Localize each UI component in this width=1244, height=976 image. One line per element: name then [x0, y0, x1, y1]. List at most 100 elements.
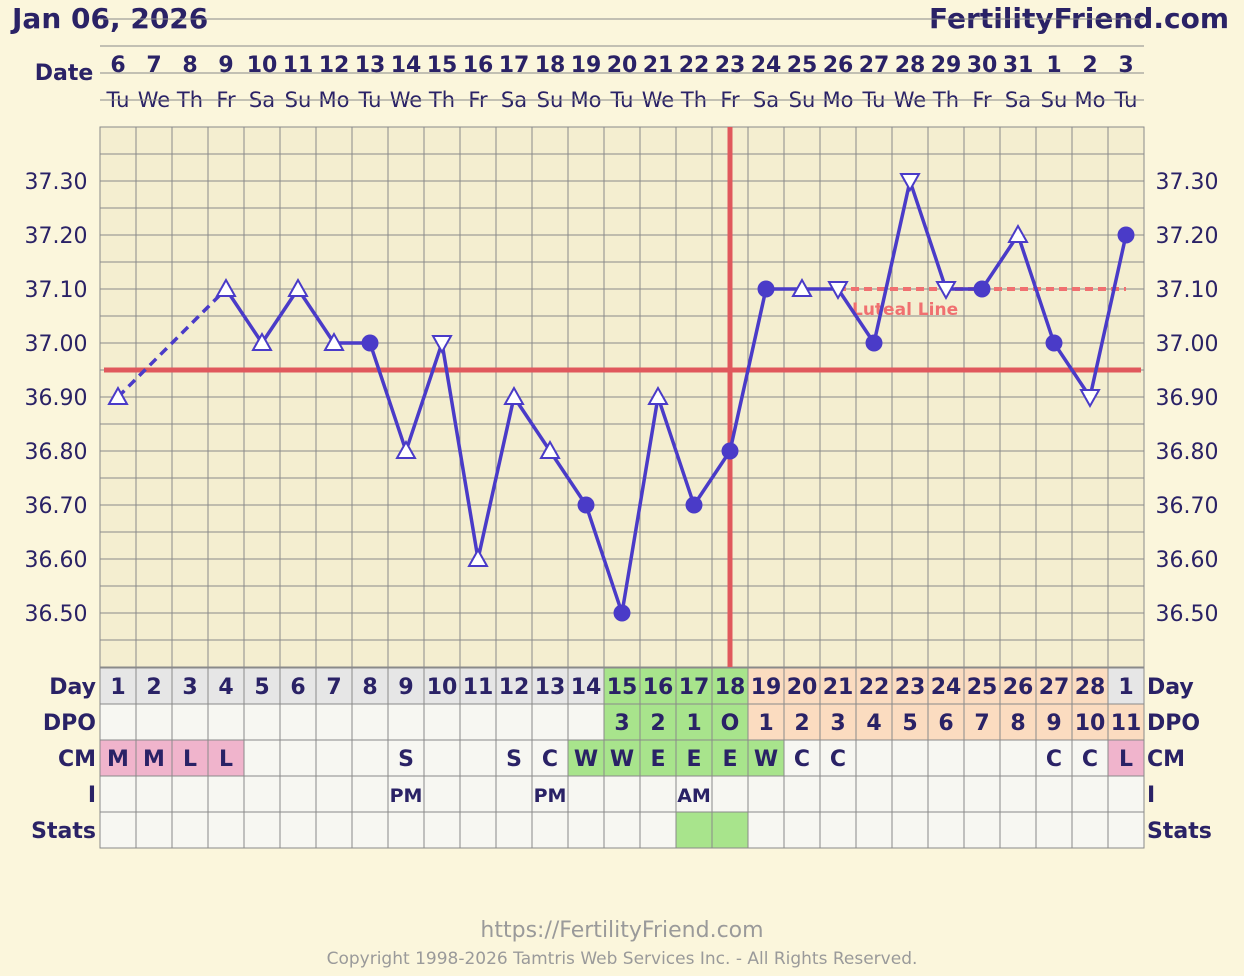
day-cell	[567, 667, 605, 705]
row-label-stats-right: Stats	[1147, 819, 1212, 844]
y-tick-left: 36.60	[25, 548, 88, 573]
i-cell	[783, 775, 821, 813]
row-label-cm-right: CM	[1147, 747, 1185, 772]
day-value: 1	[110, 675, 125, 700]
dpo-cell	[135, 703, 173, 741]
cm-cell	[423, 739, 461, 777]
dpo-value: 3	[830, 711, 845, 736]
cm-cell	[1107, 739, 1145, 777]
stats-cell	[963, 811, 1001, 849]
day-cell	[1071, 667, 1109, 705]
temp-point-open-up	[251, 331, 273, 351]
stats-cell	[783, 811, 821, 849]
cm-cell	[603, 739, 641, 777]
i-cell	[1035, 775, 1073, 813]
dpo-cell	[423, 703, 461, 741]
i-value: PM	[534, 785, 567, 807]
temp-line-segment	[404, 342, 444, 452]
dpo-cell	[351, 703, 389, 741]
cm-value: C	[1082, 747, 1098, 772]
date-label: 31	[1003, 53, 1034, 78]
i-cell	[819, 775, 857, 813]
luteal-line-label: Luteal Line	[852, 300, 958, 320]
stats-cell	[531, 811, 569, 849]
stats-cell	[711, 811, 749, 849]
day-value: 5	[254, 675, 269, 700]
temp-point	[757, 280, 775, 298]
cm-value: E	[650, 747, 665, 772]
day-value: 19	[751, 675, 782, 700]
dpo-value: 8	[1010, 711, 1025, 736]
temp-line-segment	[224, 288, 264, 344]
date-label: 29	[931, 53, 962, 78]
y-tick-left: 37.20	[25, 224, 88, 249]
day-cell	[495, 667, 533, 705]
date-label: 16	[463, 53, 494, 78]
day-cell	[171, 667, 209, 705]
dpo-cell	[1071, 703, 1109, 741]
dpo-value: 4	[866, 711, 881, 736]
temp-point-open-up	[1007, 223, 1029, 243]
day-value: 21	[823, 675, 854, 700]
dpo-value: 2	[794, 711, 809, 736]
temp-line-segment	[368, 342, 408, 452]
date-label: 17	[499, 53, 530, 78]
dpo-value: 10	[1075, 711, 1106, 736]
cm-value: W	[574, 747, 598, 772]
cm-cell	[927, 739, 965, 777]
day-cell	[279, 667, 317, 705]
cm-cell	[747, 739, 785, 777]
i-cell	[711, 775, 749, 813]
day-cell	[963, 667, 1001, 705]
stats-cell	[351, 811, 389, 849]
temp-point-open-up	[287, 277, 309, 297]
temp-point-open-down	[827, 281, 849, 301]
row-label-stats-left: Stats	[31, 819, 96, 844]
temp-line-segment	[296, 288, 336, 344]
date-label: 21	[643, 53, 674, 78]
y-tick-left: 37.00	[25, 332, 88, 357]
day-value: 18	[715, 675, 746, 700]
day-cell	[1035, 667, 1073, 705]
temp-line-segment	[584, 504, 624, 614]
footer-copyright: Copyright 1998-2026 Tamtris Web Services…	[326, 949, 918, 969]
temp-point	[973, 280, 991, 298]
temp-line-segment	[548, 450, 588, 506]
y-tick-left: 37.30	[25, 170, 88, 195]
y-tick-left: 36.90	[25, 386, 88, 411]
dpo-cell	[171, 703, 209, 741]
footer-url[interactable]: https://FertilityFriend.com	[480, 918, 764, 943]
stats-cell	[1035, 811, 1073, 849]
day-value: 6	[290, 675, 305, 700]
day-value: 23	[895, 675, 926, 700]
temp-point	[361, 334, 379, 352]
dpo-cell	[207, 703, 245, 741]
day-value: 4	[218, 675, 233, 700]
day-cell	[99, 667, 137, 705]
temp-line-gap-segment	[116, 287, 228, 399]
cm-value: C	[794, 747, 810, 772]
stats-cell	[927, 811, 965, 849]
day-value: 14	[571, 675, 602, 700]
date-label: 3	[1118, 53, 1133, 78]
day-value: 10	[427, 675, 458, 700]
i-value: AM	[677, 785, 711, 807]
cm-cell	[855, 739, 893, 777]
row-label-cm-left: CM	[58, 747, 96, 772]
i-cell	[207, 775, 245, 813]
day-cell	[387, 667, 425, 705]
stats-cell	[315, 811, 353, 849]
date-label: 13	[355, 53, 386, 78]
temp-line-segment	[1088, 234, 1128, 398]
day-value: 25	[967, 675, 998, 700]
dpo-cell	[963, 703, 1001, 741]
cm-value: S	[506, 747, 522, 772]
date-label: 24	[751, 53, 782, 78]
temp-point-open-up	[215, 277, 237, 297]
dpo-value: 3	[614, 711, 629, 736]
cm-value: L	[1119, 747, 1133, 772]
i-cell	[639, 775, 677, 813]
day-value: 27	[1039, 675, 1070, 700]
temp-line-segment	[836, 288, 876, 344]
